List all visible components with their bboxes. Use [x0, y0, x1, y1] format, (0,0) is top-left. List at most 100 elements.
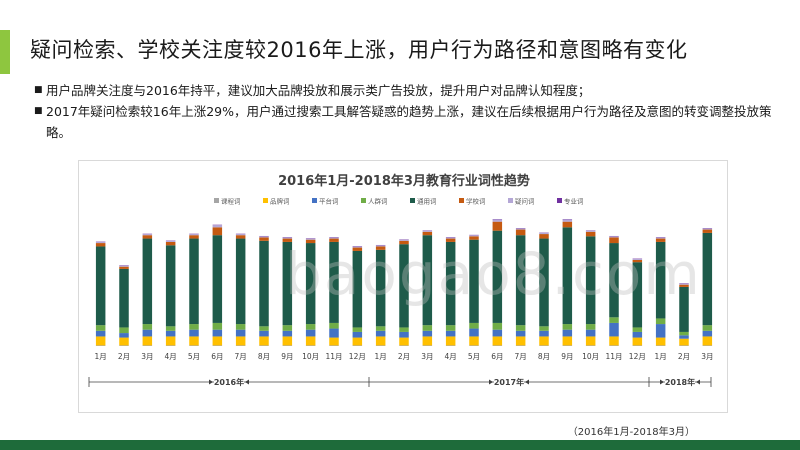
bar-segment [515, 336, 526, 346]
bar-segment [329, 241, 339, 323]
x-tick-label: 4月 [165, 352, 177, 361]
bullet-item: 2017年疑问检索较16年上涨29%，用户通过搜索工具解答疑惑的趋势上涨，建议在… [34, 101, 774, 143]
bar-segment [492, 221, 503, 231]
x-tick-label: 7月 [515, 352, 527, 361]
bar-segment [212, 225, 223, 228]
bar-segment [399, 337, 409, 346]
bar-segment [679, 286, 689, 332]
timeline-arrow [696, 379, 700, 385]
bar-segment [655, 238, 666, 242]
bar-segment [515, 228, 526, 230]
year-label: 2018年 [665, 377, 695, 387]
bar-segment [375, 245, 386, 247]
bar-segment [282, 330, 293, 337]
bar-segment [375, 336, 386, 346]
bullet-list: 用户品牌关注度与2016年持平，建议加大品牌投放和展示类广告投放，提升用户对品牌… [34, 80, 774, 143]
bar-segment [492, 345, 503, 346]
year-label: 2017年 [494, 377, 524, 387]
x-tick-label: 1月 [375, 352, 387, 361]
bar-segment [165, 241, 176, 246]
bar-segment [445, 325, 456, 331]
bar-segment [212, 235, 223, 323]
bar-segment [515, 229, 526, 236]
bar-segment [352, 331, 363, 338]
bar-segment [539, 336, 549, 346]
bar-segment [585, 324, 596, 330]
timeline-arrow [209, 379, 213, 385]
bar-segment [375, 330, 386, 337]
bar-segment [539, 326, 549, 331]
x-tick-label: 3月 [141, 352, 153, 361]
bar-segment [189, 324, 199, 330]
bar-segment [609, 237, 619, 244]
x-tick-label: 1月 [655, 352, 667, 361]
bar-segment [585, 345, 596, 346]
footer-bar [0, 440, 800, 450]
bar-segment [702, 330, 713, 337]
bar-segment [469, 336, 479, 346]
bar-segment [539, 232, 549, 235]
chart-title: 2016年1月-2018年3月教育行业词性趋势 [278, 173, 530, 189]
bar-segment [562, 221, 573, 228]
legend-swatch [312, 198, 317, 203]
bar-segment [305, 239, 316, 244]
bar-segment [282, 336, 293, 346]
bar-segment [422, 325, 433, 331]
bar-segment [655, 318, 666, 325]
bar-segment [562, 324, 573, 330]
timeline-arrow [660, 379, 664, 385]
bar-segment [585, 230, 596, 232]
bar-segment [399, 244, 409, 328]
bar-segment [515, 330, 526, 337]
legend-swatch [459, 198, 464, 203]
bar-segment [375, 246, 386, 250]
bar-segment [679, 283, 689, 285]
bar-segment [189, 235, 199, 239]
bar-segment [95, 345, 106, 346]
bar-segment [259, 345, 269, 346]
bar-segment [445, 237, 456, 239]
x-tick-label: 7月 [235, 352, 247, 361]
bar-segment [305, 336, 316, 346]
bar-segment [399, 331, 409, 338]
bar-segment [189, 345, 199, 346]
x-tick-label: 3月 [421, 352, 433, 361]
chart-card: 2016年1月-2018年3月教育行业词性趋势 课程词 品牌词 平台词 人群词 通用词 学校… [78, 160, 728, 413]
bar-segment [539, 345, 549, 346]
bar-segment [515, 345, 526, 346]
bar-segment [282, 237, 293, 239]
bar-segment [235, 235, 246, 239]
year-label-bg [214, 376, 244, 388]
bar-segment [609, 322, 619, 337]
bar-segment [329, 345, 339, 346]
bar-segment [212, 329, 223, 337]
x-tick-label: 2月 [398, 352, 410, 361]
bar-segment [609, 345, 619, 346]
bar-segment [305, 329, 316, 337]
x-tick-label: 6月 [211, 352, 223, 361]
bar-segment [329, 337, 339, 346]
x-tick-label: 12月 [349, 352, 366, 361]
bar-segment [375, 326, 386, 331]
x-tick-label: 11月 [605, 352, 622, 361]
x-tick-label: 10月 [302, 352, 319, 361]
legend-label: 人群词 [368, 197, 388, 206]
bar-segment [329, 322, 339, 329]
bar-segment [352, 250, 363, 328]
bar-segment [655, 345, 666, 346]
x-tick-label: 5月 [468, 352, 480, 361]
bar-segment [632, 345, 643, 346]
bar-segment [212, 336, 223, 346]
bar-segment [492, 329, 503, 337]
bar-segment [562, 345, 573, 346]
bar-segment [119, 327, 129, 334]
timeline-arrow [489, 379, 493, 385]
bar-segment [515, 235, 526, 326]
bar-segment [119, 266, 129, 269]
legend-swatch [508, 198, 513, 203]
legend-label: 学校词 [466, 197, 486, 206]
bar-segment [95, 336, 106, 346]
bar-segment [95, 241, 106, 244]
bar-segment [119, 268, 129, 328]
